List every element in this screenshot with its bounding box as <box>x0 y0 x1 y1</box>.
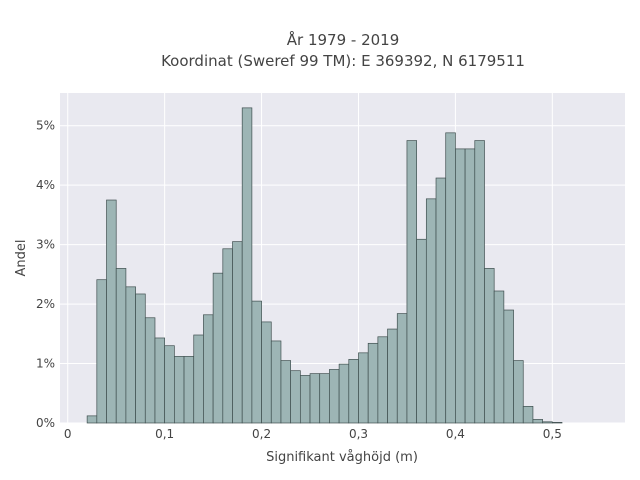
histogram-bar <box>338 363 350 424</box>
histogram-bar <box>232 241 243 424</box>
histogram-bar <box>154 337 166 424</box>
histogram-bar <box>241 107 253 424</box>
chart-title-line-2: Koordinat (Sweref 99 TM): E 369392, N 61… <box>161 52 525 70</box>
y-tick-label: 3% <box>36 238 55 252</box>
histogram-bar <box>348 359 359 424</box>
histogram-bar <box>329 369 340 424</box>
histogram-bar <box>387 328 398 424</box>
x-tick-label: 0 <box>64 427 72 441</box>
histogram-bar <box>280 360 292 424</box>
histogram-bar <box>290 370 301 424</box>
histogram-bar <box>251 300 262 424</box>
x-tick-label: 0,5 <box>543 427 562 441</box>
histogram-bar <box>299 375 311 424</box>
histogram-bar <box>542 421 553 424</box>
histogram-bar <box>106 199 117 424</box>
histogram-bar <box>86 415 98 424</box>
histogram-bars <box>86 107 563 424</box>
histogram-bar <box>183 356 195 424</box>
y-tick-label: 1% <box>36 357 55 371</box>
histogram-bar <box>484 268 495 424</box>
histogram-bar <box>435 177 447 424</box>
y-tick-label: 5% <box>36 119 55 133</box>
x-tick-label: 0,2 <box>252 427 271 441</box>
y-axis-ticks: 0% 1% 2% 3% 4% 5% <box>36 119 55 430</box>
histogram-bar <box>377 336 388 424</box>
histogram-bar <box>358 352 369 424</box>
histogram-bar <box>96 279 107 424</box>
histogram-bar <box>503 309 514 424</box>
histogram-bar <box>212 272 224 424</box>
histogram-bar <box>406 140 417 424</box>
histogram-bar <box>115 268 127 424</box>
histogram-bar <box>125 286 136 424</box>
chart-title-line-1: År 1979 - 2019 <box>287 30 400 49</box>
x-tick-label: 0,3 <box>349 427 368 441</box>
histogram-bar <box>261 321 272 424</box>
histogram-bar <box>416 238 427 424</box>
x-tick-label: 0,1 <box>155 427 174 441</box>
histogram-bar <box>270 340 282 424</box>
histogram-bar <box>474 140 485 424</box>
histogram-bar <box>203 314 214 424</box>
histogram-bar <box>135 293 146 424</box>
histogram-bar <box>174 356 185 424</box>
histogram-bar <box>445 132 456 424</box>
histogram-bar <box>309 373 321 424</box>
histogram-bar <box>551 422 563 424</box>
y-tick-label: 4% <box>36 178 55 192</box>
histogram-bar <box>455 148 466 424</box>
y-tick-label: 2% <box>36 297 55 311</box>
histogram-bar <box>425 198 437 424</box>
histogram-bar <box>464 148 476 424</box>
y-axis-label: Andel <box>14 240 29 277</box>
histogram-bar <box>319 373 330 424</box>
x-tick-label: 0,4 <box>446 427 465 441</box>
histogram-bar <box>193 334 204 424</box>
histogram-bar <box>396 313 408 424</box>
y-tick-label: 0% <box>36 416 55 430</box>
histogram-bar <box>164 345 175 424</box>
histogram-bar <box>522 406 534 424</box>
histogram-bar <box>222 248 233 424</box>
histogram-bar <box>513 360 524 424</box>
x-axis-label: Signifikant våghöjd (m) <box>266 450 418 465</box>
histogram-bar <box>493 290 505 424</box>
x-axis-ticks: 0 0,1 0,2 0,3 0,4 0,5 <box>64 427 562 441</box>
histogram-bar <box>367 342 379 424</box>
histogram-bar <box>144 317 156 424</box>
histogram-bar <box>532 419 543 424</box>
